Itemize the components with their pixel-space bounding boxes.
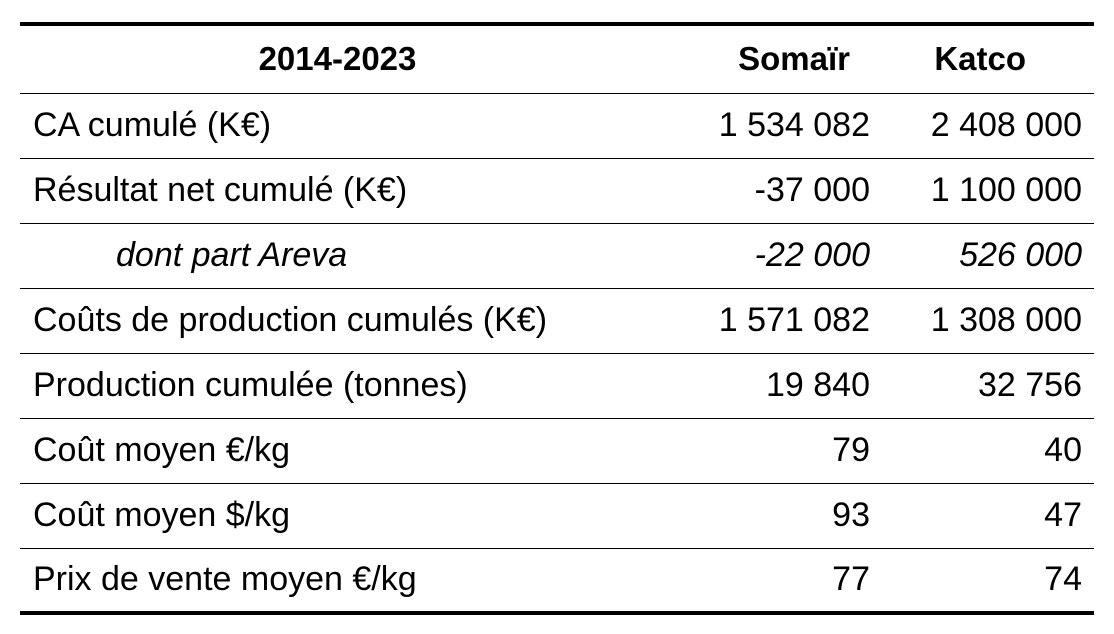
header-somair: Somaïr — [655, 22, 886, 94]
table-row: CA cumulé (K€) 1 534 082 2 408 000 — [20, 93, 1094, 159]
katco-value: 74 — [886, 548, 1094, 615]
table-row: Résultat net cumulé (K€) -37 000 1 100 0… — [20, 158, 1094, 224]
row-label: Résultat net cumulé (K€) — [20, 158, 655, 224]
summary-table: 2014-2023 Somaïr Katco CA cumulé (K€) 1 … — [20, 22, 1094, 615]
somair-value: 77 — [655, 548, 886, 615]
row-label: Coût moyen $/kg — [20, 483, 655, 549]
row-label: Production cumulée (tonnes) — [20, 353, 655, 419]
header-katco: Katco — [886, 22, 1094, 94]
katco-value: 40 — [886, 418, 1094, 484]
somair-value: 1 534 082 — [655, 93, 886, 159]
table-row-subtotal: dont part Areva -22 000 526 000 — [20, 223, 1094, 289]
somair-value: 19 840 — [655, 353, 886, 419]
somair-value: 93 — [655, 483, 886, 549]
table-row: Prix de vente moyen €/kg 77 74 — [20, 548, 1094, 615]
row-label: Coût moyen €/kg — [20, 418, 655, 484]
row-label: Prix de vente moyen €/kg — [20, 548, 655, 615]
row-label: Coûts de production cumulés (K€) — [20, 288, 655, 354]
katco-value: 32 756 — [886, 353, 1094, 419]
katco-value: 47 — [886, 483, 1094, 549]
table-row: Coût moyen $/kg 93 47 — [20, 483, 1094, 549]
table-row: Coûts de production cumulés (K€) 1 571 0… — [20, 288, 1094, 354]
somair-value: -37 000 — [655, 158, 886, 224]
summary-table-container: 2014-2023 Somaïr Katco CA cumulé (K€) 1 … — [20, 22, 1094, 615]
somair-value: -22 000 — [655, 223, 886, 289]
header-period: 2014-2023 — [20, 22, 655, 94]
katco-value: 1 100 000 — [886, 158, 1094, 224]
row-label: CA cumulé (K€) — [20, 93, 655, 159]
katco-value: 526 000 — [886, 223, 1094, 289]
table-row: Production cumulée (tonnes) 19 840 32 75… — [20, 353, 1094, 419]
row-label: dont part Areva — [20, 223, 655, 289]
table-row: Coût moyen €/kg 79 40 — [20, 418, 1094, 484]
table-header-row: 2014-2023 Somaïr Katco — [20, 22, 1094, 94]
katco-value: 1 308 000 — [886, 288, 1094, 354]
somair-value: 79 — [655, 418, 886, 484]
katco-value: 2 408 000 — [886, 93, 1094, 159]
somair-value: 1 571 082 — [655, 288, 886, 354]
